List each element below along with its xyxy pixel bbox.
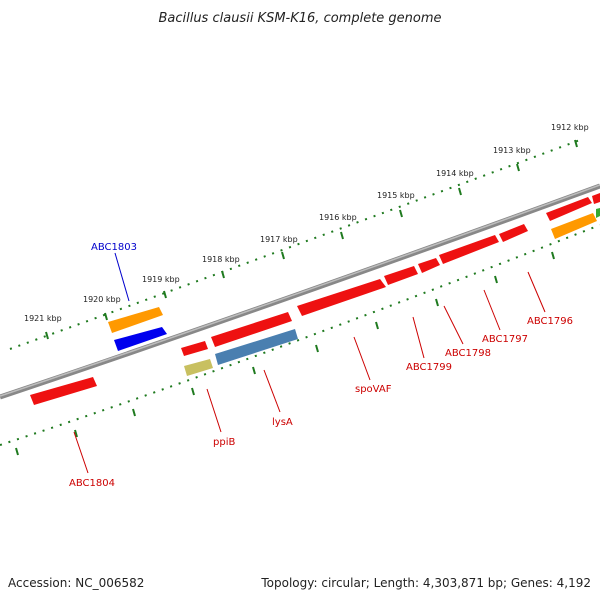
tick-mark <box>132 408 136 417</box>
forward-strand-genes <box>30 193 600 405</box>
gene-feature[interactable] <box>297 279 386 316</box>
kbp-label: 1918 kbp <box>202 255 240 264</box>
tick-mark <box>494 275 498 284</box>
leader-line <box>412 316 425 359</box>
kbp-label: 1915 kbp <box>377 191 415 200</box>
gene-feature[interactable] <box>215 329 298 365</box>
gene-feature[interactable] <box>499 224 528 242</box>
tick-mark <box>435 298 439 307</box>
gene-feature[interactable] <box>546 197 592 221</box>
kbp-label: 1913 kbp <box>493 146 531 155</box>
gene-feature[interactable] <box>108 307 163 333</box>
gene-feature[interactable] <box>596 208 600 218</box>
gene-feature[interactable] <box>439 235 499 264</box>
gene-label[interactable]: ABC1804 <box>69 478 115 489</box>
outer-major-ticks <box>45 139 578 340</box>
gene-label[interactable]: spoVAF <box>355 384 392 395</box>
gene-label[interactable]: ABC1799 <box>406 362 452 373</box>
gene-feature[interactable] <box>184 359 213 376</box>
kbp-label: 1914 kbp <box>436 169 474 178</box>
tick-mark <box>399 209 403 218</box>
tick-mark <box>45 331 49 340</box>
gene-feature[interactable] <box>592 193 600 204</box>
tick-mark <box>74 429 78 438</box>
inner-major-ticks <box>15 251 555 456</box>
tick-mark <box>163 290 167 299</box>
tick-mark <box>221 270 225 279</box>
leader-line <box>443 305 464 345</box>
map-title: Bacillus clausii KSM-K16, complete genom… <box>158 11 441 26</box>
kbp-label: 1912 kbp <box>551 123 589 132</box>
tick-mark <box>281 251 285 260</box>
gene-feature[interactable] <box>30 377 97 405</box>
accession-text: Accession: NC_006582 <box>8 576 144 590</box>
outer-scale-track <box>9 139 581 350</box>
label-leader-lines <box>73 252 546 474</box>
kbp-label: 1919 kbp <box>142 275 180 284</box>
gene-feature[interactable] <box>551 213 597 239</box>
gene-label[interactable]: lysA <box>272 417 293 428</box>
leader-line <box>73 431 89 474</box>
tick-mark <box>315 344 319 353</box>
leader-line <box>527 271 546 313</box>
gene-feature[interactable] <box>211 312 292 347</box>
kbp-label: 1917 kbp <box>260 235 298 244</box>
gene-label[interactable]: ABC1803 <box>91 242 137 253</box>
kbp-label: 1916 kbp <box>319 213 357 222</box>
tick-mark <box>458 187 462 196</box>
tick-mark <box>340 231 344 240</box>
genome-summary-text: Topology: circular; Length: 4,303,871 bp… <box>260 576 591 590</box>
gene-label[interactable]: ppiB <box>213 437 235 448</box>
gene-feature[interactable] <box>181 341 208 356</box>
leader-line <box>263 369 281 413</box>
kbp-label: 1920 kbp <box>83 295 121 304</box>
reverse-strand-genes <box>184 213 597 376</box>
tick-mark <box>551 251 555 260</box>
kbp-label: 1921 kbp <box>24 314 62 323</box>
tick-mark <box>15 447 19 456</box>
genome-backbone-highlight <box>0 184 600 397</box>
inner-scale-track <box>0 224 600 446</box>
gene-feature[interactable] <box>384 266 418 285</box>
gene-feature[interactable] <box>418 258 440 273</box>
genome-backbone <box>0 183 600 400</box>
tick-mark <box>516 163 520 172</box>
gene-feature[interactable] <box>114 327 167 351</box>
tick-mark <box>375 321 379 330</box>
leader-line <box>114 252 130 302</box>
gene-label[interactable]: ABC1797 <box>482 334 528 345</box>
leader-line <box>206 388 222 433</box>
tick-mark <box>252 366 256 375</box>
tick-mark <box>104 312 108 321</box>
gene-label[interactable]: ABC1796 <box>527 316 573 327</box>
gene-label[interactable]: ABC1798 <box>445 348 491 359</box>
tick-mark <box>574 139 578 148</box>
leader-line <box>353 336 371 381</box>
tick-mark <box>191 387 195 396</box>
leader-line <box>483 289 501 331</box>
